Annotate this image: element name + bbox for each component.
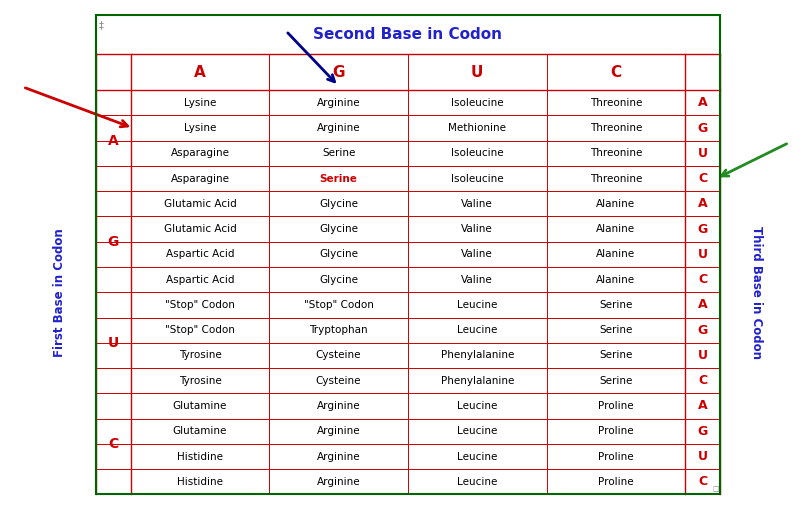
Text: Second Base in Codon: Second Base in Codon xyxy=(313,27,503,42)
Text: Arginine: Arginine xyxy=(317,98,360,108)
Text: Arginine: Arginine xyxy=(317,123,360,133)
Text: Leucine: Leucine xyxy=(457,452,497,461)
Text: A: A xyxy=(698,298,707,312)
Text: C: C xyxy=(698,273,707,286)
Text: Tryptophan: Tryptophan xyxy=(309,325,368,335)
Text: Arginine: Arginine xyxy=(317,452,360,461)
Text: Glycine: Glycine xyxy=(319,274,358,285)
Text: Alanine: Alanine xyxy=(596,224,636,234)
Text: Alanine: Alanine xyxy=(596,199,636,209)
Text: Phenylalanine: Phenylalanine xyxy=(440,376,514,386)
Text: Serine: Serine xyxy=(322,148,355,158)
Text: Glycine: Glycine xyxy=(319,199,358,209)
Text: Phenylalanine: Phenylalanine xyxy=(440,350,514,360)
Text: U: U xyxy=(471,64,483,80)
Text: Methionine: Methionine xyxy=(448,123,506,133)
Text: Lysine: Lysine xyxy=(184,123,217,133)
Text: Aspartic Acid: Aspartic Acid xyxy=(165,249,234,260)
Text: Arginine: Arginine xyxy=(317,401,360,411)
Text: Arginine: Arginine xyxy=(317,477,360,487)
Text: A: A xyxy=(194,64,206,80)
Text: "Stop" Codon: "Stop" Codon xyxy=(165,300,235,310)
Text: Threonine: Threonine xyxy=(590,123,642,133)
Text: Asparagine: Asparagine xyxy=(170,148,230,158)
Text: A: A xyxy=(698,96,707,109)
Text: Threonine: Threonine xyxy=(590,148,642,158)
Text: Valine: Valine xyxy=(461,199,493,209)
Text: C: C xyxy=(611,64,621,80)
Text: Valine: Valine xyxy=(461,249,493,260)
Text: G: G xyxy=(697,122,708,134)
Text: Glutamic Acid: Glutamic Acid xyxy=(164,199,236,209)
Text: Histidine: Histidine xyxy=(177,452,223,461)
Text: G: G xyxy=(697,425,708,438)
Text: Proline: Proline xyxy=(598,452,633,461)
Text: Threonine: Threonine xyxy=(590,98,642,108)
Text: Leucine: Leucine xyxy=(457,325,497,335)
Text: "Stop" Codon: "Stop" Codon xyxy=(165,325,235,335)
Text: Lysine: Lysine xyxy=(184,98,217,108)
Text: C: C xyxy=(108,437,118,451)
Text: U: U xyxy=(697,349,708,362)
Text: G: G xyxy=(697,222,708,236)
Text: Third Base in Codon: Third Base in Codon xyxy=(750,226,763,359)
Text: U: U xyxy=(697,147,708,160)
Text: Valine: Valine xyxy=(461,274,493,285)
Text: Isoleucine: Isoleucine xyxy=(451,174,504,184)
Text: G: G xyxy=(108,235,119,249)
Text: Serine: Serine xyxy=(320,174,358,184)
Text: Valine: Valine xyxy=(461,224,493,234)
Text: First Base in Codon: First Base in Codon xyxy=(53,228,66,357)
Text: Histidine: Histidine xyxy=(177,477,223,487)
Text: Leucine: Leucine xyxy=(457,477,497,487)
Text: Glutamic Acid: Glutamic Acid xyxy=(164,224,236,234)
Text: Leucine: Leucine xyxy=(457,300,497,310)
Text: □: □ xyxy=(712,486,719,492)
Text: Isoleucine: Isoleucine xyxy=(451,98,504,108)
Text: Glycine: Glycine xyxy=(319,224,358,234)
Text: A: A xyxy=(108,134,118,148)
Text: Serine: Serine xyxy=(599,350,633,360)
Text: Cysteine: Cysteine xyxy=(315,350,362,360)
Text: G: G xyxy=(697,324,708,337)
Text: Glutamine: Glutamine xyxy=(173,426,227,436)
Text: Serine: Serine xyxy=(599,325,633,335)
Text: Alanine: Alanine xyxy=(596,274,636,285)
Text: Cysteine: Cysteine xyxy=(315,376,362,386)
Text: G: G xyxy=(333,64,345,80)
Text: Isoleucine: Isoleucine xyxy=(451,148,504,158)
Text: Leucine: Leucine xyxy=(457,426,497,436)
Text: Aspartic Acid: Aspartic Acid xyxy=(165,274,234,285)
Text: C: C xyxy=(698,475,707,488)
Text: Proline: Proline xyxy=(598,477,633,487)
Text: Glycine: Glycine xyxy=(319,249,358,260)
Text: U: U xyxy=(697,450,708,463)
Text: Alanine: Alanine xyxy=(596,249,636,260)
Text: A: A xyxy=(698,400,707,413)
Text: Leucine: Leucine xyxy=(457,401,497,411)
Text: Glutamine: Glutamine xyxy=(173,401,227,411)
Text: C: C xyxy=(698,374,707,387)
Text: ‡: ‡ xyxy=(99,21,104,30)
Text: Tyrosine: Tyrosine xyxy=(178,376,221,386)
Text: Serine: Serine xyxy=(599,300,633,310)
Text: U: U xyxy=(697,248,708,261)
Text: A: A xyxy=(698,197,707,210)
Text: Serine: Serine xyxy=(599,376,633,386)
Text: Arginine: Arginine xyxy=(317,426,360,436)
Text: Asparagine: Asparagine xyxy=(170,174,230,184)
Text: U: U xyxy=(108,336,118,350)
Text: "Stop" Codon: "Stop" Codon xyxy=(303,300,374,310)
Text: C: C xyxy=(698,172,707,185)
Text: Tyrosine: Tyrosine xyxy=(178,350,221,360)
Text: Proline: Proline xyxy=(598,426,633,436)
Text: Proline: Proline xyxy=(598,401,633,411)
Text: Threonine: Threonine xyxy=(590,174,642,184)
